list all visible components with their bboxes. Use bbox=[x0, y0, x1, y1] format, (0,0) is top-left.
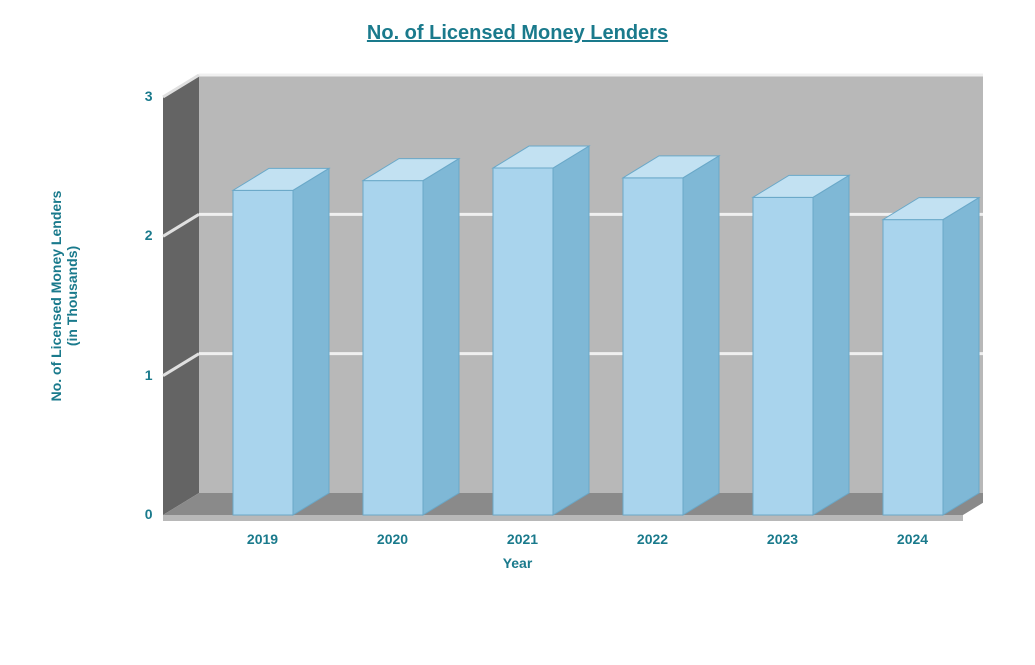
chart-area: No. of Licensed Money Lenders (in Thousa… bbox=[53, 55, 983, 615]
x-axis-label: Year bbox=[53, 555, 983, 571]
y-tick-label: 3 bbox=[53, 88, 153, 104]
bar bbox=[623, 178, 683, 515]
y-tick-label: 2 bbox=[53, 227, 153, 243]
x-tick-label: 2023 bbox=[743, 531, 823, 547]
chart-svg bbox=[103, 65, 983, 535]
y-tick-label: 1 bbox=[53, 367, 153, 383]
bar bbox=[493, 168, 553, 515]
bar bbox=[233, 190, 293, 515]
y-axis-label: No. of Licensed Money Lenders (in Thousa… bbox=[48, 166, 80, 426]
x-tick-label: 2020 bbox=[353, 531, 433, 547]
x-tick-label: 2022 bbox=[613, 531, 693, 547]
bar bbox=[753, 197, 813, 515]
x-tick-label: 2021 bbox=[483, 531, 563, 547]
chart-title: No. of Licensed Money Lenders bbox=[0, 22, 1035, 45]
x-tick-label: 2024 bbox=[873, 531, 953, 547]
bar bbox=[883, 220, 943, 515]
x-tick-label: 2019 bbox=[223, 531, 303, 547]
bar bbox=[363, 181, 423, 515]
y-tick-label: 0 bbox=[53, 506, 153, 522]
y-axis-label-line2: (in Thousands) bbox=[64, 246, 80, 346]
